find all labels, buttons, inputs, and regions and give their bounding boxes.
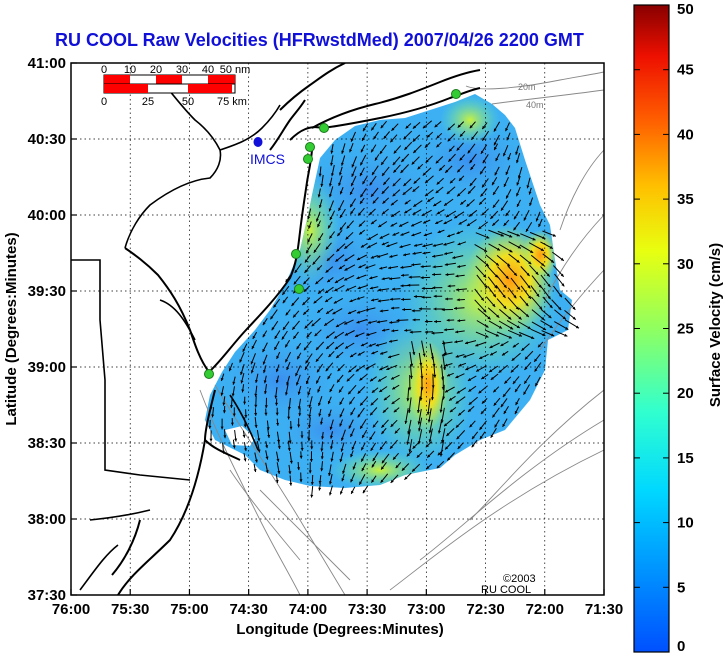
x-tick-label: 75:30 (111, 601, 149, 618)
radar-site-marker (305, 142, 315, 152)
contour-label-20m: 20m (518, 82, 536, 92)
x-tick-label: 73:30 (348, 601, 386, 618)
y-tick-label: 40:00 (28, 207, 66, 224)
colorbar-tick-label: 30 (677, 256, 694, 273)
colorbar-tick-label: 5 (677, 579, 685, 596)
radar-site-marker (319, 123, 329, 133)
y-tick-label: 40:30 (28, 131, 66, 148)
imcs-station-label: IMCS (250, 151, 285, 167)
y-tick-label: 41:00 (28, 55, 66, 72)
y-axis-label: Latitude (Degrees:Minutes) (3, 232, 20, 425)
colorbar-tick-label: 20 (677, 385, 694, 402)
radar-site-marker (451, 89, 461, 99)
velocity-vectors (208, 120, 580, 498)
colorbar-tick-label: 15 (677, 450, 694, 467)
x-tick-label: 76:00 (52, 601, 90, 618)
colorbar-tick-label: 35 (677, 191, 694, 208)
colorbar-tick-label: 50 (677, 1, 694, 18)
colorbar-tick-label: 10 (677, 515, 694, 532)
x-axis-label: Longitude (Degrees:Minutes) (236, 621, 444, 638)
scale-nm-label: 20 (150, 64, 162, 76)
scale-nm-label: 40 (202, 64, 214, 76)
y-tick-label: 39:00 (28, 359, 66, 376)
x-tick-label: 74:30 (229, 601, 267, 618)
contour-label-40m: 40m (526, 100, 544, 110)
scale-km-label: 50 (182, 96, 194, 108)
scale-nm-label: 10 (124, 64, 136, 76)
scale-km-label: 75 km (217, 96, 247, 108)
y-tick-label: 38:30 (28, 435, 66, 452)
x-tick-label: 73:00 (407, 601, 445, 618)
scale-km-label: 0 (101, 96, 107, 108)
y-axis-ticks: 41:00 40:30 40:00 39:30 39:00 38:30 38:00 37:30 (28, 55, 77, 604)
radar-site-marker (303, 154, 313, 164)
colorbar-tick-label: 40 (677, 126, 694, 143)
radar-sites (204, 89, 461, 379)
scale-nm-label: 30 (176, 64, 188, 76)
radar-site-marker (291, 249, 301, 259)
inland-boundaries (71, 79, 281, 591)
scale-km-label: 25 (142, 96, 154, 108)
scale-bar: 0 10 20 30 40 50 nm 0 25 50 75 km (101, 64, 250, 108)
credit-org: RU COOL (481, 584, 531, 596)
colorbar-tick-label: 45 (677, 62, 694, 79)
plot-frame (70, 62, 605, 596)
credit-year: ©2003 (503, 573, 536, 585)
colorbar-label: Surface Velocity (cm/s) (707, 243, 724, 407)
colorbar-tick-label: 0 (677, 638, 685, 655)
x-tick-label: 72:00 (526, 601, 564, 618)
x-tick-label: 74:00 (289, 601, 327, 618)
map-title: RU COOL Raw Velocities (HFRwstdMed) 2007… (55, 30, 584, 50)
x-tick-label: 75:00 (170, 601, 208, 618)
x-tick-label: 72:30 (466, 601, 504, 618)
scale-nm-label: 50 nm (220, 64, 251, 76)
imcs-station-marker (253, 137, 263, 147)
y-tick-label: 39:30 (28, 283, 66, 300)
y-tick-label: 37:30 (28, 587, 66, 604)
scale-nm-label: 0 (101, 64, 107, 76)
coastline (111, 63, 481, 595)
radar-site-marker (294, 284, 304, 294)
x-tick-label: 71:30 (585, 601, 623, 618)
y-tick-label: 38:00 (28, 511, 66, 528)
bathymetry-contours (199, 71, 604, 595)
colorbar-tick-label: 25 (677, 321, 694, 338)
radar-site-marker (204, 369, 214, 379)
x-axis-ticks: 76:00 75:30 75:00 74:30 74:00 73:30 73:00 72:30… (52, 589, 623, 618)
